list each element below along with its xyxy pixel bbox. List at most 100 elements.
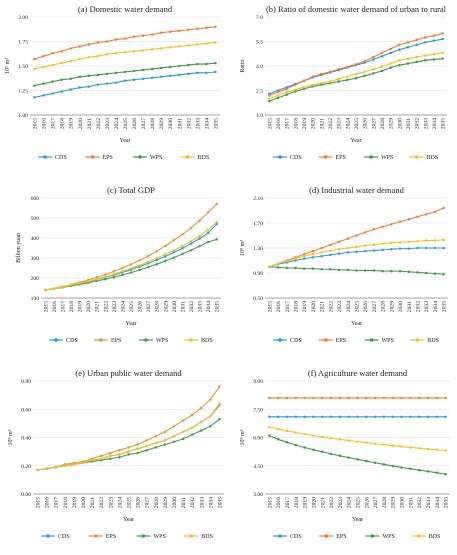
series-bds xyxy=(268,425,447,452)
legend-swatch-marker xyxy=(90,155,95,159)
data-point xyxy=(337,240,341,243)
data-point xyxy=(356,415,359,419)
data-point xyxy=(214,25,217,29)
data-point xyxy=(435,396,439,400)
data-point xyxy=(187,44,190,47)
data-point xyxy=(172,440,176,443)
data-point xyxy=(190,433,194,436)
x-tick-label: 2029 xyxy=(159,118,165,129)
data-point xyxy=(337,68,340,71)
data-point xyxy=(417,446,421,450)
data-point xyxy=(105,52,109,56)
x-tick-label: 2032 xyxy=(190,497,196,508)
data-point xyxy=(276,94,280,97)
data-point xyxy=(150,67,154,71)
y-axis-label: 10⁹ m³ xyxy=(240,240,246,256)
series-cds xyxy=(268,415,447,419)
data-point xyxy=(118,456,121,459)
data-point xyxy=(400,466,403,469)
data-point xyxy=(424,59,427,62)
y-tick-label: 5.5 xyxy=(256,40,263,46)
legend-label: WPS xyxy=(150,155,162,161)
data-point xyxy=(363,231,367,234)
x-tick-label: 2015 xyxy=(36,497,42,508)
data-point xyxy=(312,415,315,419)
data-point xyxy=(372,269,376,272)
data-point xyxy=(276,438,280,441)
data-point xyxy=(109,457,112,460)
y-axis-label: Ratio xyxy=(240,60,246,73)
data-point xyxy=(398,269,402,273)
data-point xyxy=(321,415,324,419)
data-point xyxy=(214,41,217,44)
x-tick-label: 2024 xyxy=(346,301,352,312)
x-tick-label: 2023 xyxy=(338,497,344,508)
data-point xyxy=(337,268,341,272)
data-point xyxy=(172,251,176,254)
data-point xyxy=(218,385,221,388)
data-point xyxy=(164,244,167,248)
series-bds xyxy=(268,238,445,268)
data-point xyxy=(311,75,314,78)
x-tick-label: 2027 xyxy=(146,301,152,312)
data-point xyxy=(150,33,154,36)
y-tick-label: 1.25 xyxy=(18,89,28,95)
data-point xyxy=(181,246,184,250)
data-point xyxy=(196,71,199,75)
x-tick-label: 2031 xyxy=(407,301,413,312)
data-point xyxy=(398,59,401,62)
x-tick-label: 2020 xyxy=(311,118,317,129)
data-point xyxy=(380,51,384,55)
data-point xyxy=(268,94,271,97)
legend-swatch-marker xyxy=(141,534,146,538)
series-line-cds xyxy=(34,71,216,98)
data-point xyxy=(209,415,212,418)
data-point xyxy=(200,429,203,432)
x-tick-label: 2021 xyxy=(87,118,93,129)
legend-swatch-marker xyxy=(144,338,148,342)
data-point xyxy=(444,449,447,452)
legend: CDS EPS WPS BDS xyxy=(49,338,213,344)
data-point xyxy=(33,84,36,87)
x-tick-label: 2022 xyxy=(103,301,109,312)
legend-label: CDS xyxy=(58,534,70,540)
legend-swatch-marker xyxy=(414,155,419,159)
data-point xyxy=(400,445,403,448)
data-point xyxy=(155,258,158,262)
data-point xyxy=(136,451,139,455)
data-point xyxy=(407,247,411,250)
legend-swatch-marker xyxy=(46,534,50,538)
data-point xyxy=(294,259,297,262)
data-point xyxy=(96,54,100,58)
data-point xyxy=(426,470,430,473)
legend-label: EPS xyxy=(111,338,121,344)
data-point xyxy=(337,252,341,255)
data-point xyxy=(164,255,167,258)
y-tick-label: 0.90 xyxy=(253,271,263,277)
x-tick-label: 2024 xyxy=(114,118,120,129)
data-point xyxy=(268,265,271,268)
x-tick-label: 2025 xyxy=(123,118,129,129)
x-tick-label: 2033 xyxy=(195,118,201,129)
y-tick-label: 4.0 xyxy=(256,64,263,70)
x-tick-label: 2018 xyxy=(293,118,299,129)
x-tick-label: 2026 xyxy=(363,118,369,129)
x-tick-label: 2017 xyxy=(60,301,66,312)
data-point xyxy=(337,80,340,83)
data-point xyxy=(390,241,393,245)
x-tick-label: 2035 xyxy=(442,301,448,312)
data-point xyxy=(104,275,107,279)
data-point xyxy=(391,444,394,447)
data-point xyxy=(354,63,358,66)
data-point xyxy=(99,457,103,460)
data-point xyxy=(164,253,167,256)
data-point xyxy=(415,55,418,59)
data-point xyxy=(424,54,427,57)
data-point xyxy=(215,222,218,226)
series-eps xyxy=(268,396,447,400)
data-point xyxy=(302,267,306,270)
legend-label: WPS xyxy=(381,155,393,161)
data-point xyxy=(155,262,158,266)
legend: CDS EPS WPS BDS xyxy=(273,338,439,344)
